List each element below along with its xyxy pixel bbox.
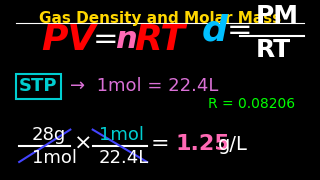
Text: 1.25: 1.25 — [176, 134, 230, 154]
Text: g/L: g/L — [217, 134, 247, 154]
Text: 22.4L: 22.4L — [99, 149, 149, 167]
Text: 28g: 28g — [32, 126, 66, 144]
Text: →  1mol = 22.4L: → 1mol = 22.4L — [70, 77, 219, 95]
Text: 1mol: 1mol — [99, 126, 144, 144]
Text: ×: × — [74, 134, 92, 154]
Text: d: d — [201, 14, 227, 48]
Text: RT: RT — [134, 23, 185, 57]
Text: =: = — [150, 134, 169, 154]
Text: n: n — [115, 25, 137, 54]
Text: Gas Density and Molar Mass: Gas Density and Molar Mass — [39, 11, 281, 26]
Text: R = 0.08206: R = 0.08206 — [208, 97, 295, 111]
Text: =: = — [93, 25, 118, 54]
Text: =: = — [227, 16, 252, 45]
Text: PM: PM — [256, 4, 299, 28]
Text: RT: RT — [256, 38, 291, 62]
Text: STP: STP — [19, 77, 58, 95]
Text: 1mol: 1mol — [32, 149, 77, 167]
Text: PV: PV — [42, 23, 96, 57]
